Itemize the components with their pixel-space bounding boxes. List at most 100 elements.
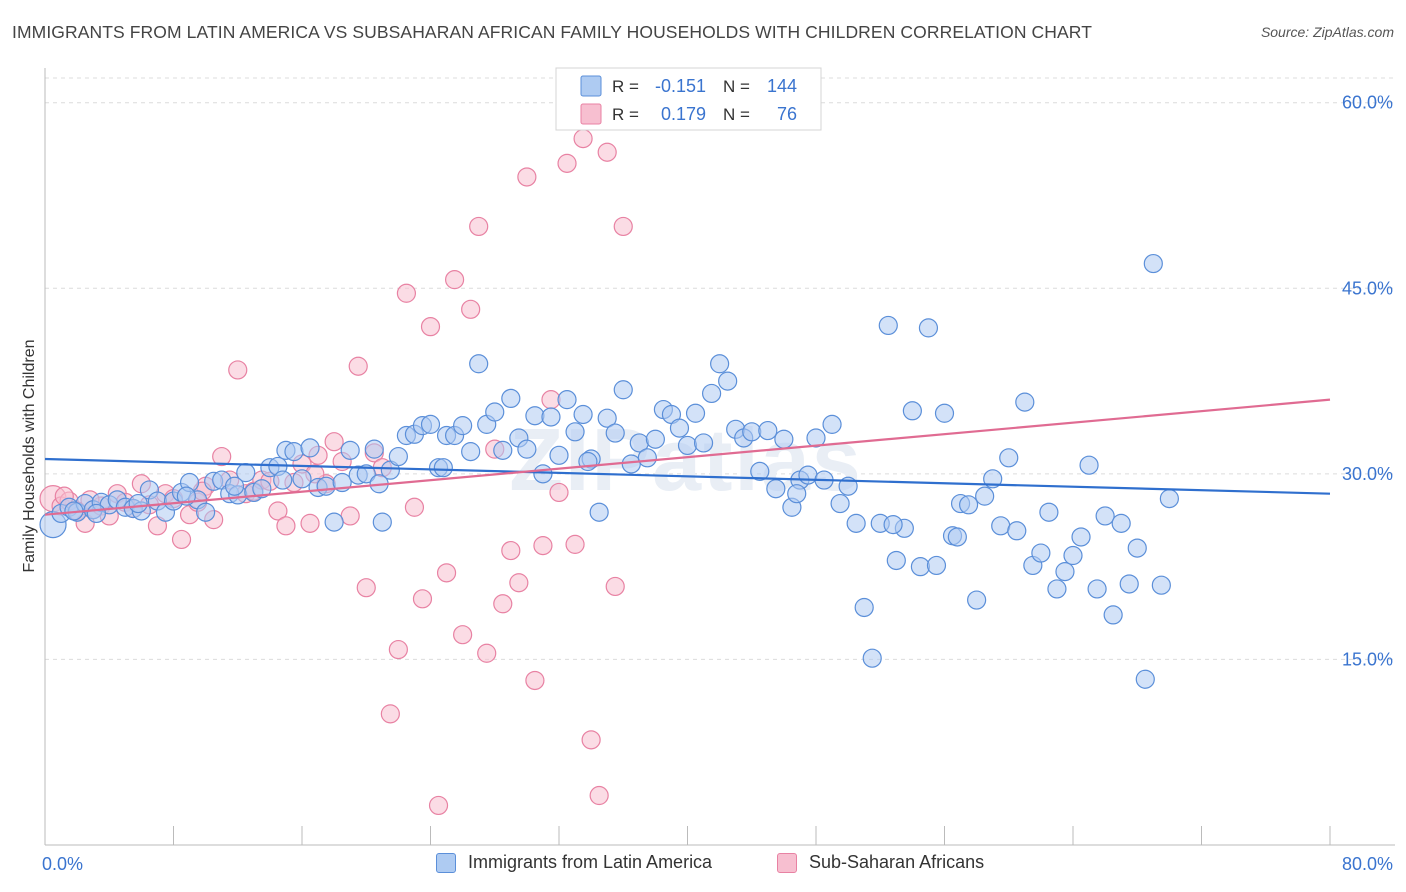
latin-america-point xyxy=(883,514,903,535)
trend-lines xyxy=(44,398,1331,516)
latin-america-point xyxy=(710,354,730,374)
latin-america-point xyxy=(750,461,770,481)
latin-america-point xyxy=(324,512,344,532)
latin-america-point xyxy=(846,513,866,533)
latin-america-point xyxy=(433,458,453,478)
latin-america-point xyxy=(589,502,609,522)
legend-n-value-1: 144 xyxy=(767,76,797,96)
latin-america-point xyxy=(1087,579,1107,599)
latin-america-point xyxy=(806,428,826,448)
latin-america-point xyxy=(300,438,320,458)
latin-america-point xyxy=(1039,502,1059,522)
sub-saharan-point xyxy=(412,589,433,609)
latin-america-point xyxy=(902,401,922,421)
legend-n-label-1: N = xyxy=(723,77,750,96)
latin-america-point xyxy=(967,590,987,610)
sub-saharan-point xyxy=(348,356,368,376)
latin-america-point xyxy=(273,470,293,490)
y-tick-label: 15.0% xyxy=(1342,649,1393,669)
latin-america-point xyxy=(501,388,521,409)
sub-saharan-point xyxy=(613,216,633,237)
series-legend: Immigrants from Latin America Sub-Sahara… xyxy=(0,852,1406,878)
legend-n-value-2: 76 xyxy=(777,104,797,124)
y-axis-title: Family Households with Children xyxy=(21,340,38,573)
sub-saharan-point xyxy=(268,501,288,521)
latin-america-point xyxy=(758,420,778,441)
latin-america-point xyxy=(1007,521,1027,541)
trend-line-latin-america xyxy=(44,457,1331,495)
legend-label-sub-saharan: Sub-Saharan Africans xyxy=(809,852,985,872)
y-tick-label: 30.0% xyxy=(1342,464,1393,484)
series-sub-saharan-points xyxy=(39,129,633,816)
sub-saharan-point xyxy=(517,167,537,187)
latin-america-point xyxy=(999,448,1019,468)
latin-america-point xyxy=(485,402,505,422)
legend-item-sub-saharan: Sub-Saharan Africans xyxy=(777,852,984,873)
legend-swatch-blue xyxy=(580,75,602,97)
legend-r-value-2: 0.179 xyxy=(661,104,706,124)
latin-america-point xyxy=(597,408,617,428)
latin-america-point xyxy=(742,422,762,442)
legend-r-label-2: R = xyxy=(612,105,639,124)
latin-america-point xyxy=(1111,513,1131,533)
sub-saharan-point xyxy=(525,670,545,691)
axes xyxy=(44,68,1395,846)
sub-saharan-point xyxy=(469,216,489,237)
latin-america-point xyxy=(224,476,245,496)
sub-saharan-point xyxy=(404,497,425,517)
sub-saharan-point xyxy=(597,142,617,162)
latin-america-point xyxy=(517,439,537,459)
latin-america-point xyxy=(565,422,585,442)
latin-america-point xyxy=(718,371,738,391)
sub-saharan-point xyxy=(549,482,569,503)
latin-america-point xyxy=(453,416,473,436)
latin-america-point xyxy=(918,318,939,338)
x-tick-label-max: 80.0% xyxy=(1342,854,1393,874)
sub-saharan-point xyxy=(436,563,457,583)
sub-saharan-point xyxy=(589,785,609,806)
sub-saharan-point xyxy=(356,578,376,598)
latin-america-point xyxy=(1127,538,1147,558)
latin-america-point xyxy=(910,557,931,577)
latin-america-point xyxy=(525,406,545,426)
latin-america-point xyxy=(1015,392,1035,412)
latin-america-point xyxy=(340,440,360,460)
latin-america-point xyxy=(862,648,882,668)
latin-america-point xyxy=(372,512,392,532)
sub-saharan-point xyxy=(420,317,441,337)
latin-america-point xyxy=(1079,455,1099,475)
latin-america-point xyxy=(493,440,513,460)
correlation-legend: R = -0.151 N = 144 R = 0.179 N = 76 xyxy=(555,67,822,131)
latin-america-point xyxy=(926,555,947,576)
sub-saharan-point xyxy=(541,390,561,410)
legend-r-value-1: -0.151 xyxy=(655,76,706,96)
legend-swatch-sub-saharan xyxy=(777,852,797,873)
latin-america-point xyxy=(388,446,408,467)
latin-america-point xyxy=(605,423,625,443)
latin-america-point xyxy=(1119,574,1139,594)
latin-america-point xyxy=(886,550,906,571)
latin-america-point xyxy=(549,445,569,465)
sub-saharan-point xyxy=(605,576,625,597)
sub-saharan-point xyxy=(533,536,553,556)
latin-america-point xyxy=(533,464,553,484)
sub-saharan-point xyxy=(380,704,400,724)
latin-america-point xyxy=(774,429,794,449)
sub-saharan-point xyxy=(428,795,449,816)
latin-america-point xyxy=(252,479,272,499)
chart-source: Source: ZipAtlas.com xyxy=(1260,24,1394,40)
latin-america-point xyxy=(461,442,481,462)
legend-item-latin-america: Immigrants from Latin America xyxy=(436,852,712,873)
latin-america-point xyxy=(1031,543,1051,563)
legend-swatch-pink xyxy=(580,103,602,125)
latin-america-point xyxy=(613,380,633,400)
sub-saharan-point xyxy=(228,360,248,380)
latin-america-point xyxy=(677,435,698,456)
latin-america-point xyxy=(934,403,955,423)
chart-title: IMMIGRANTS FROM LATIN AMERICA VS SUBSAHA… xyxy=(12,22,1093,42)
latin-america-point xyxy=(975,486,995,506)
latin-america-point xyxy=(86,503,107,524)
latin-america-point xyxy=(693,433,714,453)
latin-america-point xyxy=(420,414,441,434)
